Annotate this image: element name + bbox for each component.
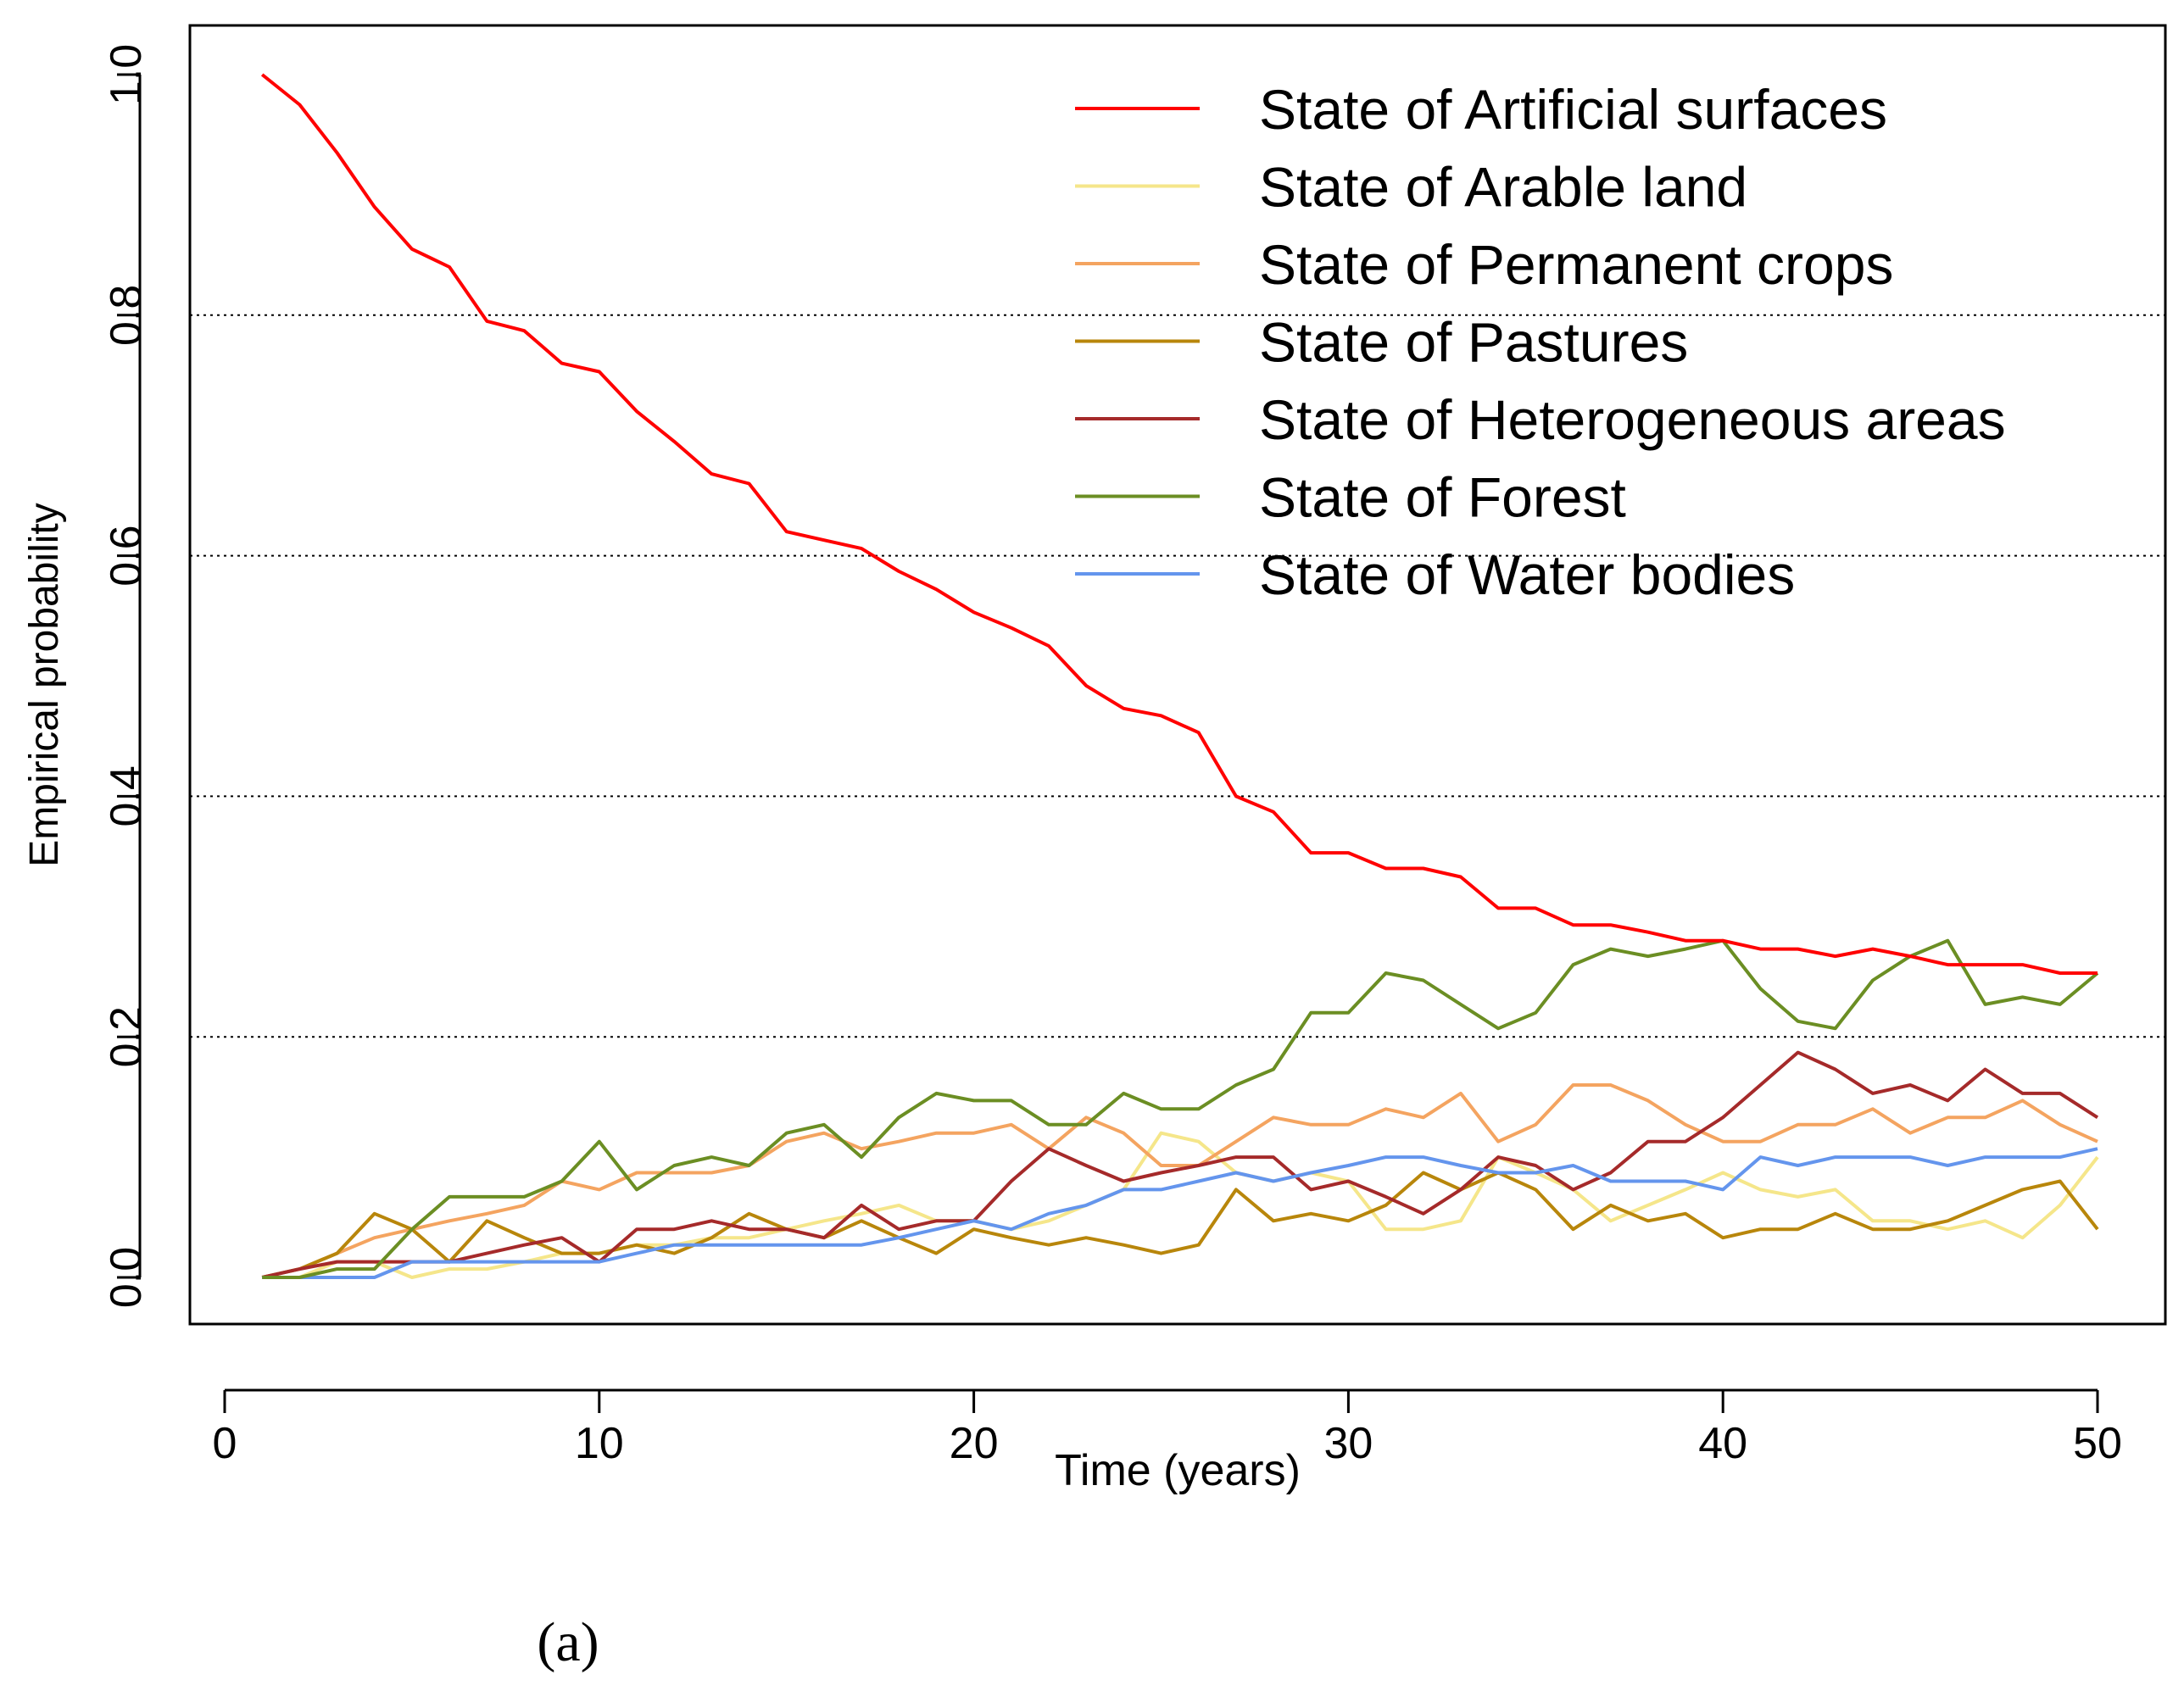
y-tick-label: 0.8	[102, 285, 151, 346]
legend-label: State of Artificial surfaces	[1259, 78, 1887, 141]
legend-label: State of Arable land	[1259, 156, 1747, 219]
y-tick-label: 0.6	[102, 525, 151, 586]
x-tick-label: 0	[213, 1419, 237, 1468]
series-line-6	[262, 938, 2099, 1279]
legend-label: State of Forest	[1259, 466, 1626, 529]
plot-frame	[188, 24, 2167, 1326]
y-tick-label: 1.0	[102, 44, 151, 105]
series-line-2	[262, 1131, 2099, 1279]
series-line-4	[261, 1171, 2099, 1279]
x-tick-label: 20	[950, 1419, 999, 1468]
axes: 0 10 20 30 40 50 0.0 0.2 0.4 0.6 0.8 1.0	[102, 44, 2122, 1468]
x-tick-label: 30	[1323, 1419, 1373, 1468]
y-tick-label: 0.4	[102, 765, 151, 826]
series-line-5	[261, 1050, 2099, 1279]
series-line-1	[260, 73, 2098, 975]
series-line-3	[261, 1083, 2098, 1279]
series-line-7	[262, 1147, 2098, 1279]
series-lines	[260, 73, 2099, 1279]
x-axis-label: Time (years)	[1055, 1446, 1301, 1495]
y-tick-label: 0.2	[102, 1006, 151, 1067]
figure-caption: (a)	[537, 1611, 599, 1673]
legend-label: State of Water bodies	[1259, 543, 1795, 606]
legend-label: State of Permanent crops	[1259, 233, 1893, 296]
legend: State of Artificial surfaces State of Ara…	[1075, 78, 2006, 606]
x-tick-label: 10	[575, 1419, 624, 1468]
x-tick-label: 40	[1698, 1419, 1747, 1468]
x-tick-label: 50	[2073, 1419, 2122, 1468]
legend-label: State of Heterogeneous areas	[1259, 388, 2006, 451]
legend-label: State of Pastures	[1259, 311, 1688, 374]
y-axis-label: Empirical probability	[22, 503, 67, 867]
y-tick-label: 0.0	[102, 1247, 151, 1308]
